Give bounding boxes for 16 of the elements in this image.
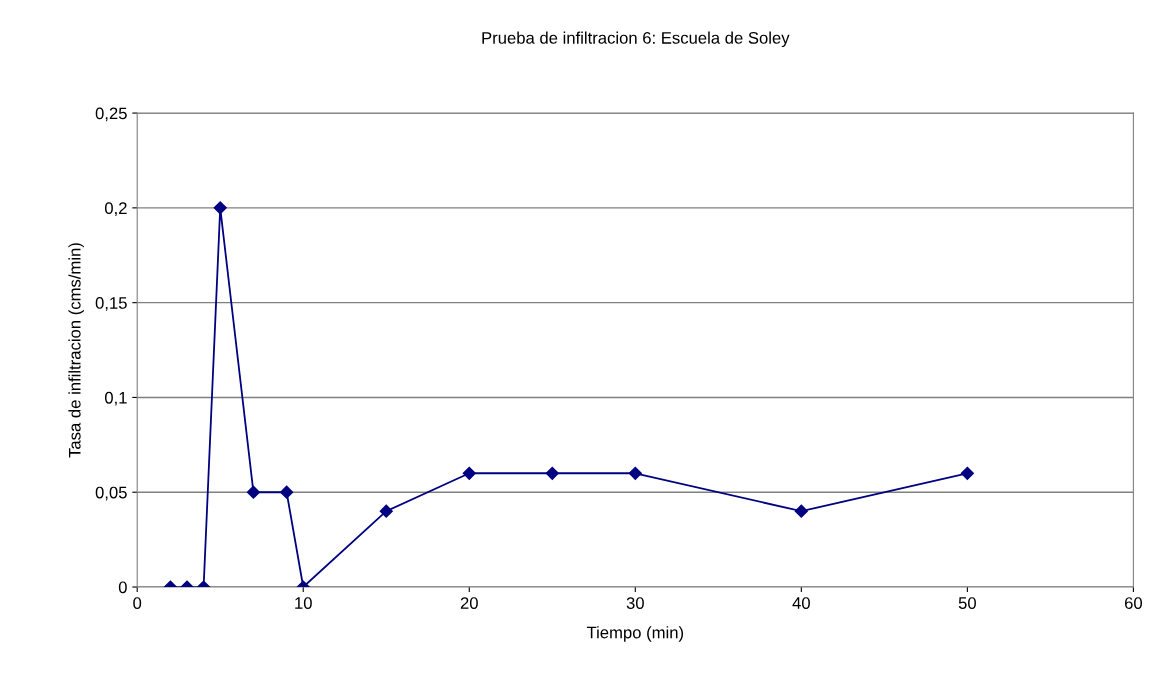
y-tick-label: 0: [118, 581, 127, 594]
x-tick-label: 50: [958, 597, 976, 609]
y-tick-label: 0,1: [104, 391, 127, 406]
y-tick-label: 0,2: [104, 202, 127, 217]
x-tick-label: 0: [133, 597, 142, 609]
x-axis-title: Tiempo (min): [586, 626, 684, 642]
chart-title: Prueba de infiltracion 6: Escuela de Soley: [482, 31, 790, 48]
y-axis-title: Tasa de infiltracion (cms/min): [68, 243, 84, 458]
y-tick-label: 0,25: [95, 107, 127, 122]
y-tick-label: 0,05: [95, 486, 127, 501]
x-tick-label: 10: [295, 597, 312, 609]
x-tick-label: 20: [460, 597, 478, 609]
x-tick-label: 60: [1124, 597, 1143, 609]
y-tick-label: 0,15: [95, 297, 127, 311]
x-tick-label: 30: [626, 597, 644, 609]
x-tick-label: 40: [792, 597, 810, 609]
